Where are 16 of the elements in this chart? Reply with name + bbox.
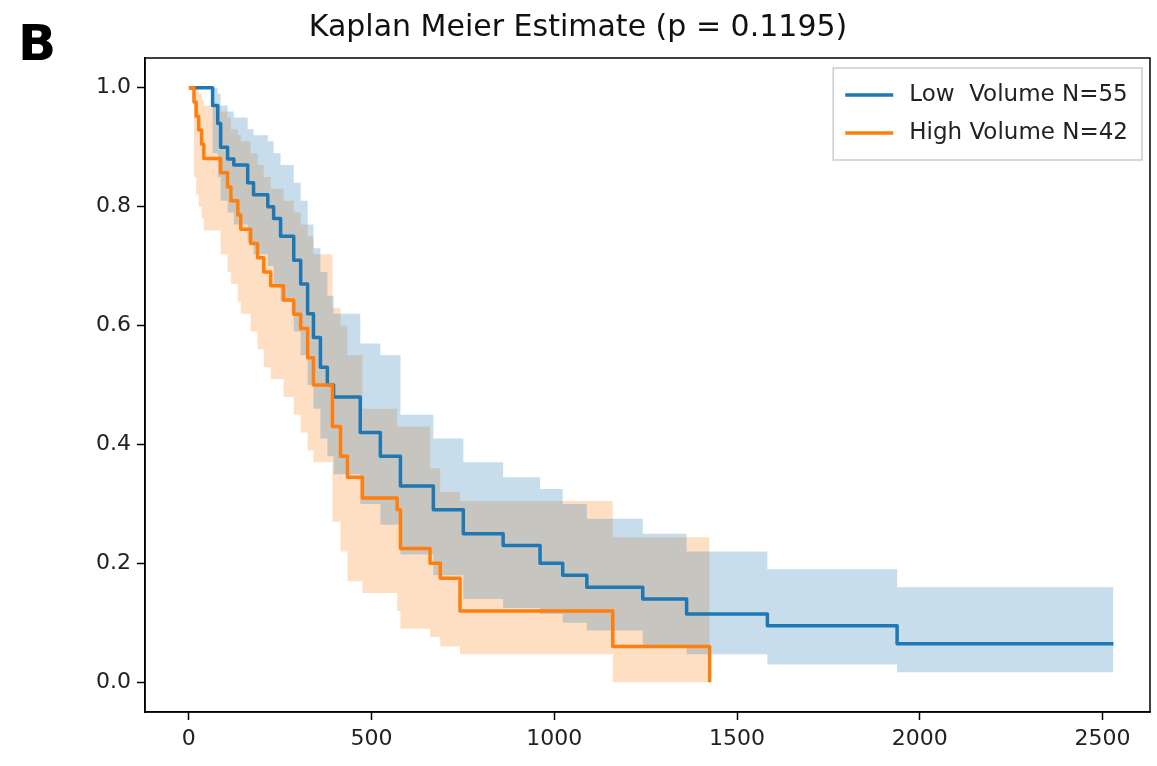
- x-tick-label: 0: [181, 724, 196, 750]
- chart-title: Kaplan Meier Estimate (p = 0.1195): [308, 7, 848, 43]
- x-tick-label: 1000: [526, 724, 583, 750]
- x-tick-label: 2000: [891, 724, 948, 750]
- x-tick-label: 2500: [1074, 724, 1131, 750]
- y-tick-label: 0.4: [96, 430, 131, 456]
- y-tick-label: 0.6: [96, 311, 131, 337]
- y-tick-label: 0.2: [96, 549, 131, 575]
- y-tick-label: 1.0: [96, 73, 131, 99]
- y-tick-label: 0.0: [96, 667, 131, 693]
- y-tick-label: 0.8: [96, 192, 131, 218]
- legend-label: Low Volume N=55: [909, 79, 1128, 106]
- x-tick-label: 500: [350, 724, 393, 750]
- legend-label: High Volume N=42: [909, 117, 1129, 144]
- x-tick-label: 1500: [709, 724, 766, 750]
- text: B: [18, 14, 57, 72]
